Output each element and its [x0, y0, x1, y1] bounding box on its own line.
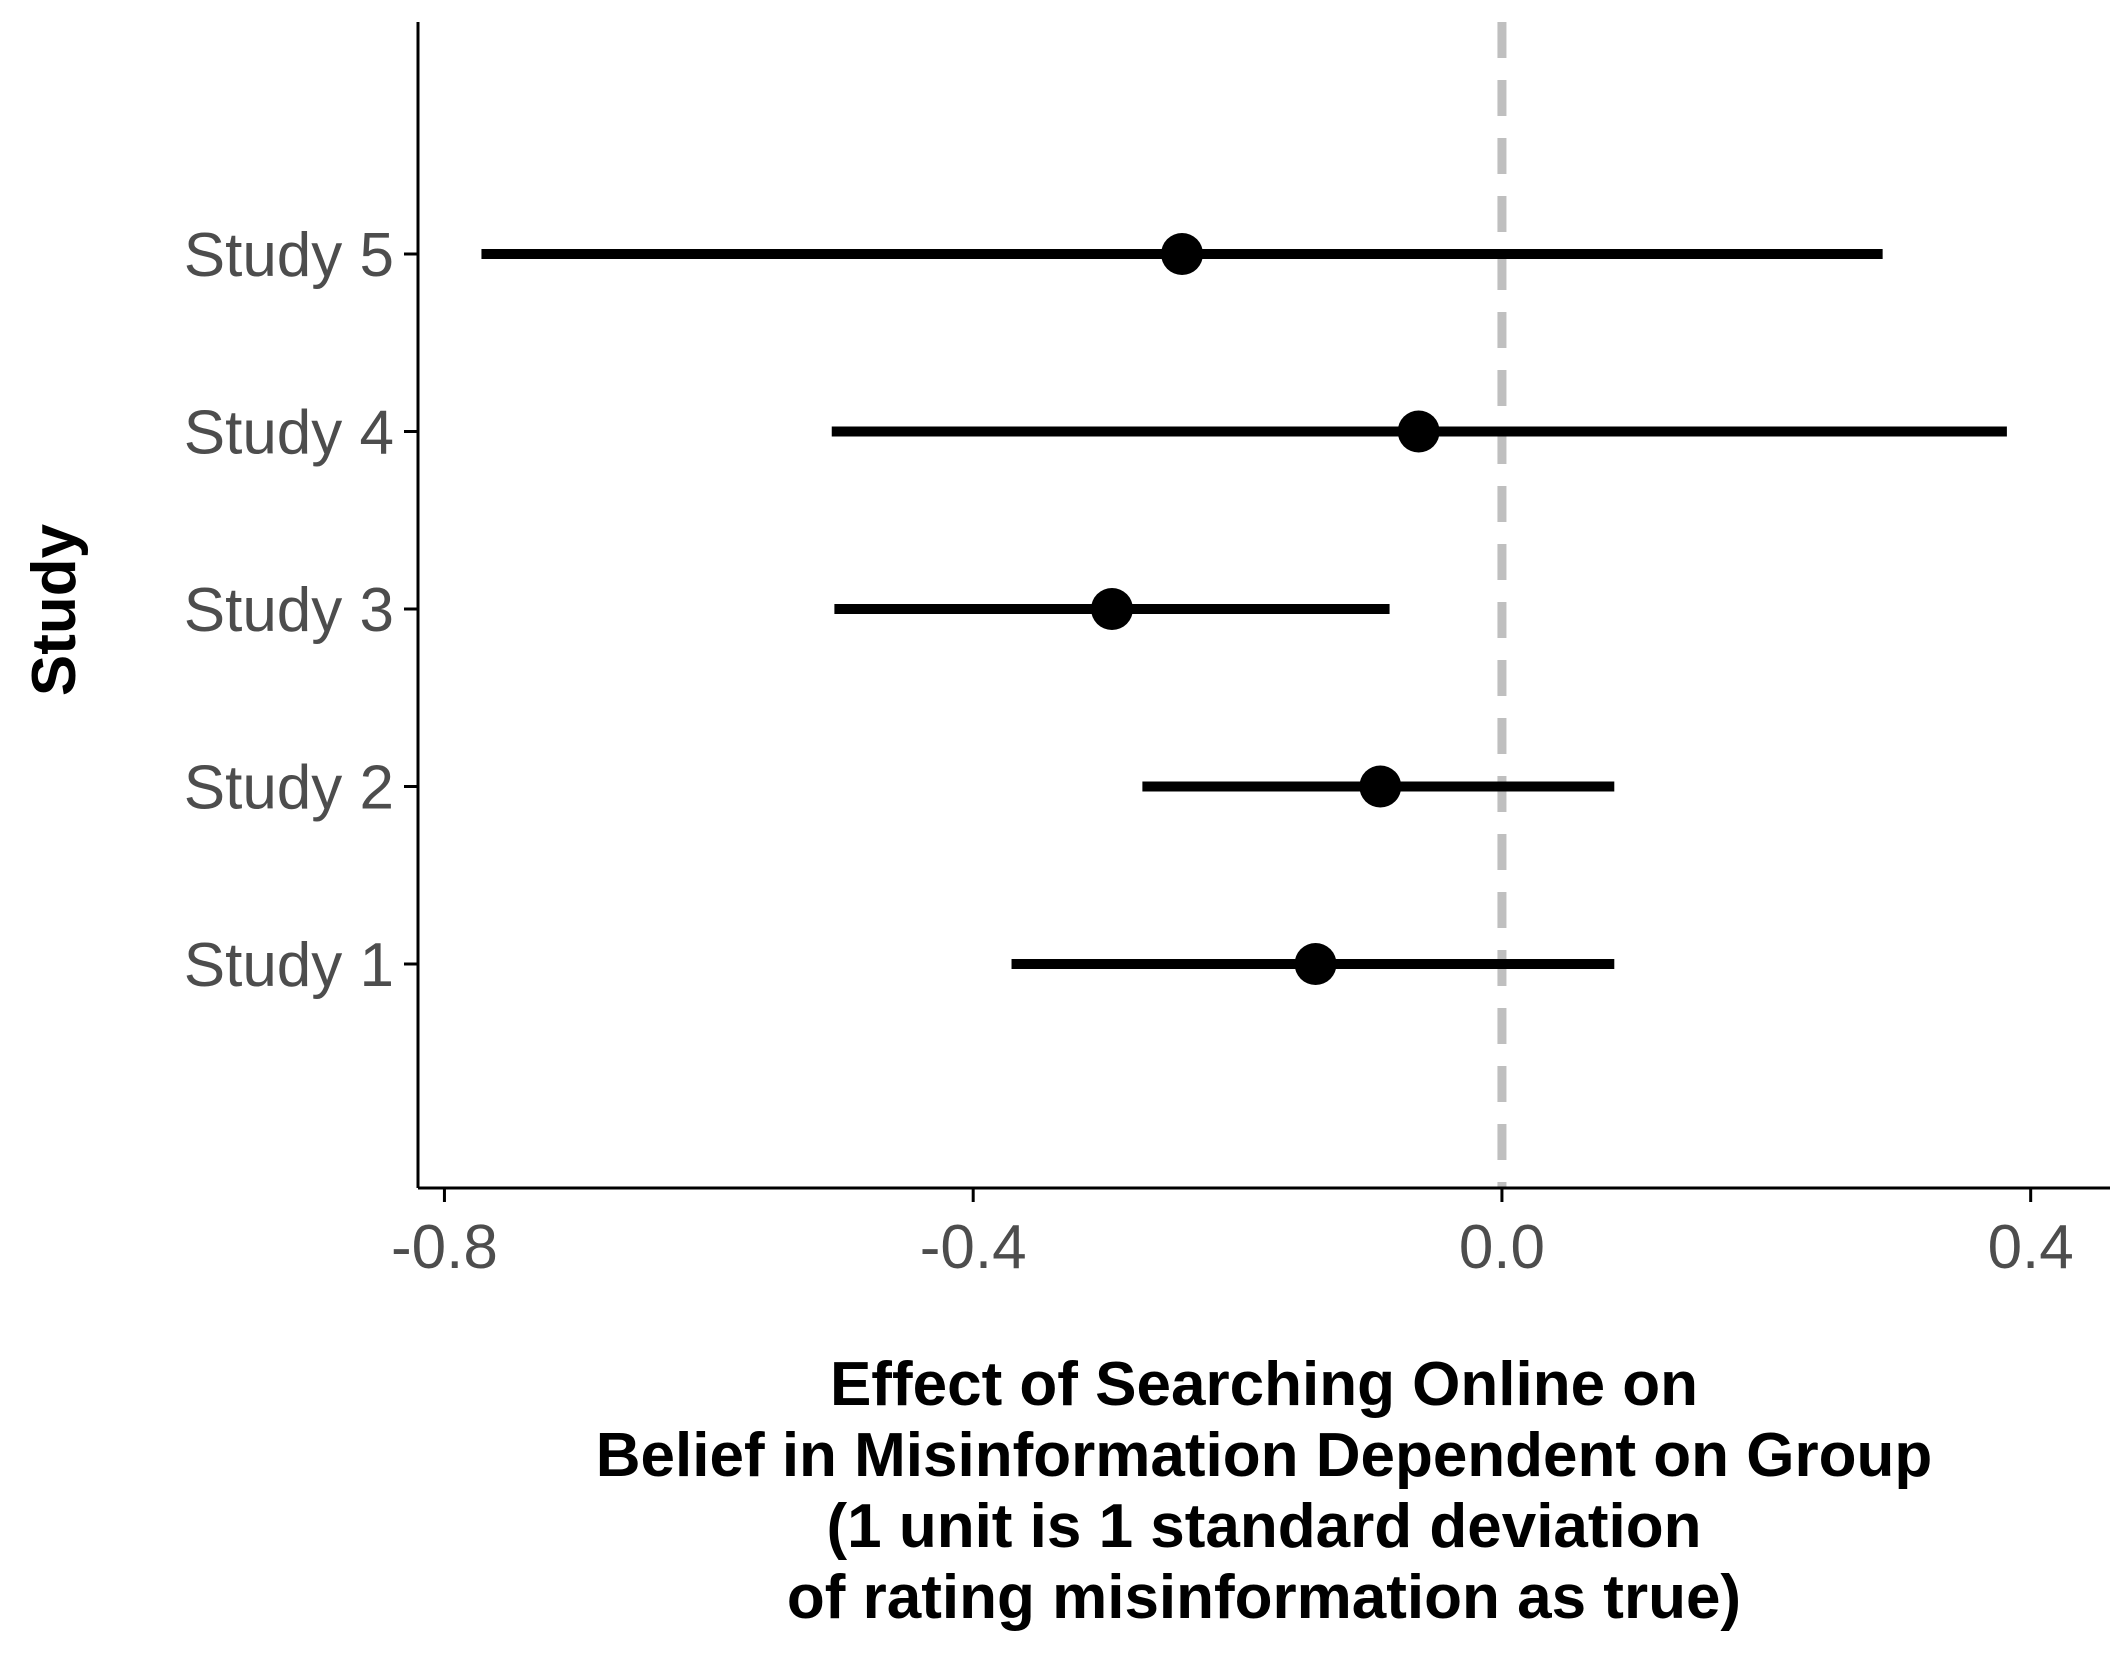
- x-axis-title-line: Effect of Searching Online on: [830, 1350, 1698, 1419]
- y-tick-label: Study 1: [184, 931, 394, 1000]
- y-tick-label: Study 3: [184, 576, 394, 645]
- x-axis-title-line: of rating misinformation as true): [787, 1563, 1741, 1632]
- y-tick-label: Study 2: [184, 754, 394, 823]
- estimates-layer: [481, 233, 2007, 985]
- x-tick-label: -0.8: [391, 1213, 498, 1282]
- estimate-point: [1397, 410, 1440, 453]
- estimate-point: [1359, 765, 1402, 808]
- x-axis-title: Effect of Searching Online on Belief in M…: [596, 1350, 1932, 1632]
- estimate-point: [1090, 588, 1133, 630]
- y-axis-title: Study: [20, 523, 89, 696]
- estimate-point: [1294, 943, 1337, 985]
- x-ticks: -0.8 -0.4 0.0 0.4: [391, 1188, 2074, 1282]
- x-tick-label: 0.0: [1459, 1213, 1545, 1282]
- x-axis-title-line: (1 unit is 1 standard deviation: [826, 1492, 1701, 1561]
- x-axis-title-line: Belief in Misinformation Dependent on Gr…: [596, 1421, 1932, 1490]
- estimate-point: [1161, 233, 1204, 275]
- x-tick-label: -0.4: [920, 1213, 1027, 1282]
- y-tick-label: Study 4: [184, 399, 394, 468]
- x-tick-label: 0.4: [1988, 1213, 2074, 1282]
- y-ticks: Study 1 Study 2 Study 3 Study 4 Study 5: [184, 221, 418, 1000]
- y-tick-label: Study 5: [184, 221, 394, 290]
- axes-layer: [416, 22, 2110, 1190]
